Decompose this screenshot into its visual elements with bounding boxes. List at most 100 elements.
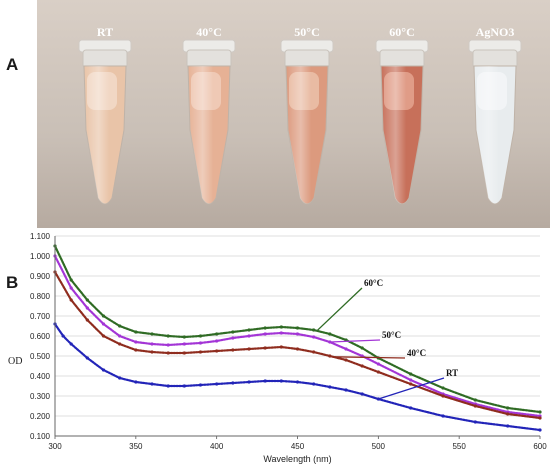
series-label-50-c: 50°C [382,330,401,340]
series-label-60-c: 60°C [364,278,383,288]
y-axis-title: OD [8,356,22,367]
data-point [538,410,542,414]
data-point [312,350,316,354]
data-point [295,332,300,336]
data-point [344,358,348,362]
tube-highlight [84,66,126,204]
tube-label-50-c: 50°C [294,25,319,39]
data-point [150,382,154,386]
data-point [344,347,348,351]
data-point [344,388,348,392]
data-point [182,335,186,339]
data-point [263,379,267,383]
data-point [328,385,332,389]
data-point [85,356,89,360]
data-point [506,412,510,416]
tube-highlight [286,66,328,204]
data-point [198,350,203,354]
data-point [166,351,170,355]
data-point [182,342,186,346]
data-point [198,334,203,338]
tube-label-rt: RT [97,25,113,39]
data-point [441,394,445,398]
data-point [231,381,235,385]
x-tick-label: 600 [533,442,547,451]
data-point [134,330,138,334]
data-point [247,328,251,332]
data-point [215,382,219,386]
panel-label-b: B [6,273,19,292]
data-point [118,324,122,328]
data-point [61,334,65,338]
data-point [69,298,73,302]
data-point [376,370,380,374]
data-point [360,392,364,396]
y-tick-label: 0.900 [30,272,51,281]
data-point [279,331,283,335]
data-point [376,362,380,366]
data-point [231,330,235,334]
y-tick-label: 0.800 [30,292,51,301]
tube-rt: RT [78,25,132,205]
y-tick-label: 0.500 [30,352,51,361]
data-point [295,347,300,351]
tube-40-c: 40°C [182,25,236,205]
data-point [409,382,413,386]
panel-label-a: A [6,55,19,74]
data-point [166,384,170,388]
data-point [263,326,267,330]
data-point [69,286,73,290]
tube-highlight [381,66,423,204]
data-point [134,348,138,352]
tubes-photo: RT 40°C 50°C 60°C AgNO3 [37,0,550,228]
x-tick-label: 450 [291,442,305,451]
data-point [506,406,510,410]
data-point [69,278,73,282]
data-point [263,346,267,350]
data-point [118,376,122,380]
tube-neck [379,49,425,69]
x-axis-title: Wavelength (nm) [263,454,331,464]
data-point [85,298,89,302]
data-point [69,342,73,346]
data-point [328,354,332,358]
data-point [231,348,235,352]
tube-highlight [474,66,516,204]
tube-label-60-c: 60°C [389,25,414,39]
data-point [198,383,203,387]
data-point [150,350,154,354]
data-point [118,342,122,346]
data-point [506,424,510,428]
data-point [360,364,364,368]
data-point [150,342,154,346]
data-point [295,380,300,384]
annotation-leader [316,287,363,332]
data-point [247,334,251,338]
annotation-leader [333,356,406,359]
y-tick-label: 1.100 [30,232,51,241]
data-point [101,368,106,372]
tube-50-c: 50°C [280,25,334,205]
data-point [215,339,219,343]
x-tick-label: 300 [48,442,62,451]
x-tick-label: 550 [452,442,466,451]
data-point [101,334,106,338]
data-point [134,340,138,344]
data-point [198,341,203,345]
tube-label-agno3: AgNO3 [476,25,515,39]
data-point [409,378,413,382]
y-tick-label: 0.100 [30,432,51,441]
data-point [101,322,106,326]
data-point [441,414,445,418]
x-tick-label: 500 [372,442,386,451]
data-point [279,345,283,349]
y-tick-label: 1.000 [30,252,51,261]
data-point [247,347,251,351]
data-point [231,336,235,340]
y-tick-label: 0.600 [30,332,51,341]
y-tick-label: 0.300 [30,392,51,401]
data-point [295,326,300,330]
data-point [473,404,477,408]
data-point [538,416,542,420]
